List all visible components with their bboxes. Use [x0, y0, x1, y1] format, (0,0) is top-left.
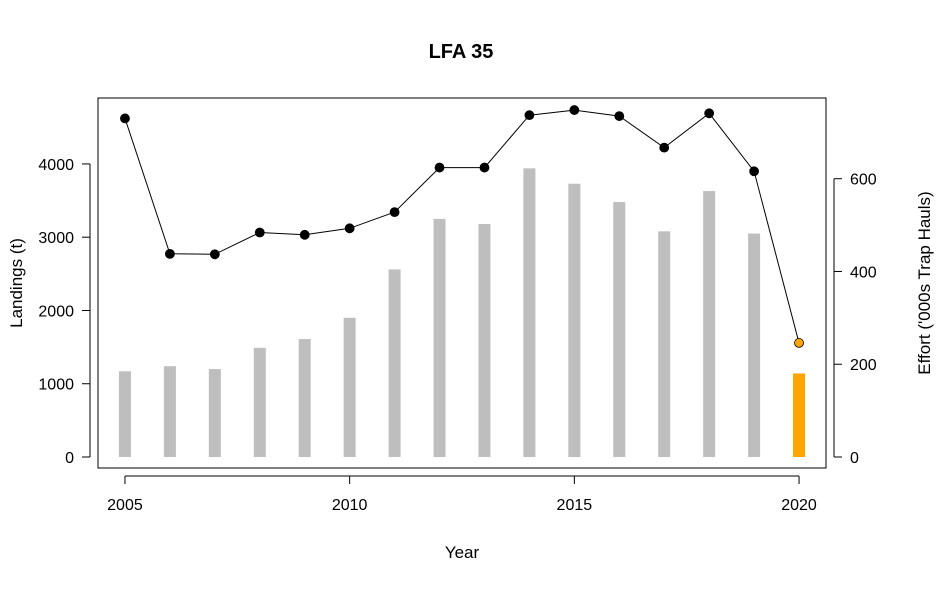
y-left-tick-label-2000: 2000 [38, 303, 74, 320]
effort-point-2005 [120, 113, 130, 124]
effort-point-2016 [614, 111, 625, 121]
x-tick-label-2020: 2020 [781, 497, 817, 514]
effort-point-2011 [389, 207, 400, 218]
x-tick-label-2015: 2015 [557, 497, 593, 514]
effort-polyline [124, 109, 800, 344]
landings-bar-2010 [343, 317, 356, 458]
landings-bar-2019 [748, 233, 761, 458]
x-axis-label: Year [445, 543, 480, 562]
y-left-tick-label-3000: 3000 [38, 230, 74, 247]
landings-bar-2014 [523, 168, 536, 458]
plot-area-frame [97, 97, 827, 469]
effort-line [124, 109, 800, 344]
effort-point-2018 [704, 108, 715, 119]
chart-title: LFA 35 [429, 41, 494, 63]
effort-point-2007 [209, 249, 220, 260]
effort-point-2006 [165, 248, 175, 259]
landings-bar-2016 [613, 202, 626, 458]
y-right-tick-label-0: 0 [850, 450, 859, 467]
landings-bar-2018 [703, 191, 716, 458]
effort-point-2009 [299, 229, 310, 240]
y-left-tick-label-1000: 1000 [38, 377, 74, 394]
effort-point-2017 [659, 142, 670, 153]
landings-bars [118, 168, 806, 458]
effort-point-2010 [344, 223, 355, 234]
landings-bar-2012 [433, 218, 446, 458]
y-axis-left: 0 1000 2000 3000 4000 [38, 157, 91, 467]
effort-point-2020 [794, 338, 804, 348]
y-right-tick-label-200: 200 [850, 357, 877, 374]
y-axis-right: 0 200 400 600 [833, 172, 877, 467]
effort-point-2013 [479, 162, 490, 173]
y-left-tick-label-0: 0 [65, 450, 74, 467]
landings-bar-2007 [208, 369, 221, 458]
landings-bar-2017 [658, 231, 671, 458]
x-tick-label-2005: 2005 [107, 497, 143, 514]
y-left-tick-label-4000: 4000 [38, 157, 74, 174]
landings-bar-2015 [568, 183, 581, 458]
effort-point-2012 [434, 162, 445, 173]
effort-point-2008 [254, 227, 265, 238]
effort-point-2019 [749, 166, 759, 177]
effort-point-2014 [524, 110, 535, 121]
landings-bar-2009 [298, 339, 311, 458]
landings-bar-2008 [253, 347, 266, 458]
x-tick-label-2010: 2010 [332, 497, 368, 514]
y-axis-right-label: Effort ('000s Trap Hauls) [915, 191, 934, 374]
effort-points [120, 105, 804, 348]
landings-bar-2011 [388, 269, 401, 458]
effort-point-2015 [569, 105, 580, 115]
x-axis: 2005 2010 2015 2020 [107, 475, 817, 514]
y-right-tick-label-400: 400 [850, 264, 877, 281]
y-axis-left-label: Landings (t) [7, 238, 26, 328]
landings-bar-2005 [118, 371, 131, 458]
landings-bar-2006 [163, 366, 176, 458]
landings-bar-2013 [478, 224, 491, 458]
landings-bar-2020 [793, 373, 806, 458]
y-right-tick-label-600: 600 [850, 172, 877, 189]
